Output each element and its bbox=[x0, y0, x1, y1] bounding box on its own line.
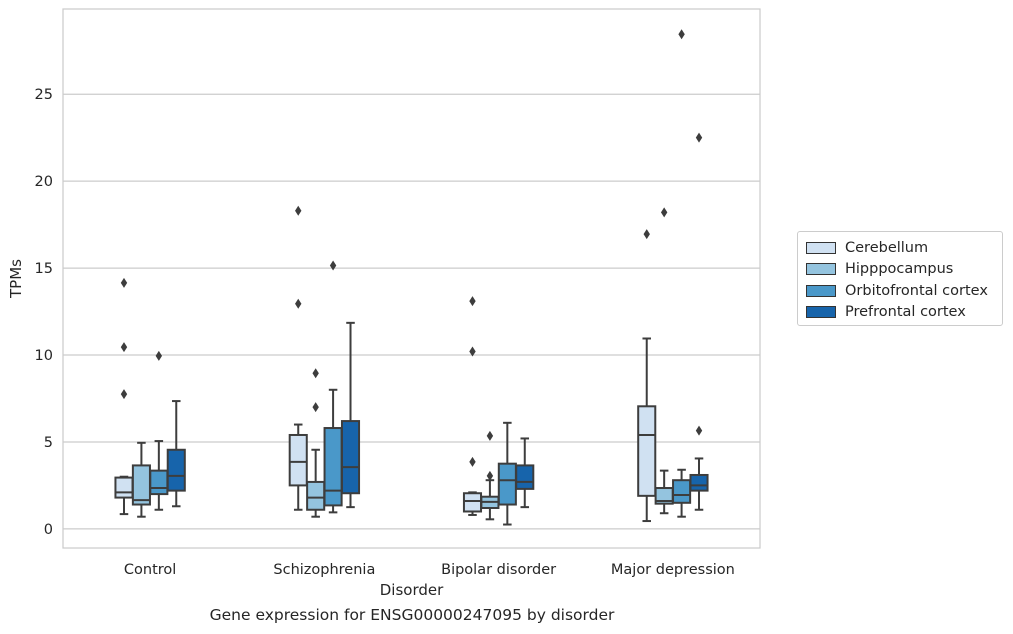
outlier-point bbox=[660, 207, 668, 218]
box bbox=[323, 427, 343, 507]
outlier-point bbox=[469, 296, 476, 307]
box-group bbox=[515, 437, 535, 509]
box bbox=[672, 479, 692, 504]
box bbox=[288, 433, 308, 487]
outlier-point bbox=[678, 29, 685, 40]
gridlines bbox=[63, 93, 760, 530]
legend-label: Cerebellum bbox=[845, 239, 929, 256]
outlier-point bbox=[695, 132, 703, 143]
y-tick-label: 25 bbox=[35, 87, 53, 103]
plot-border bbox=[62, 8, 761, 549]
legend-swatch bbox=[806, 263, 836, 276]
y-tick-label: 5 bbox=[44, 435, 53, 451]
outlier-point bbox=[469, 346, 476, 357]
box bbox=[306, 480, 326, 511]
outlier-point bbox=[295, 298, 302, 309]
box-group bbox=[114, 277, 134, 516]
outlier-point bbox=[312, 368, 319, 379]
box bbox=[637, 405, 657, 497]
legend-item-hippocampus: Hipppocampus bbox=[806, 259, 1002, 281]
y-tick-label: 0 bbox=[44, 522, 53, 538]
box-group bbox=[340, 321, 361, 509]
legend-label: Orbitofrontal cortex bbox=[845, 282, 988, 299]
legend: Cerebellum Hipppocampus Orbitofrontal co… bbox=[797, 231, 1003, 326]
tick-labels: 0 5 10 15 20 25 Control Schizophrenia Bipolar di… bbox=[35, 87, 735, 578]
x-axis-label: Disorder bbox=[380, 581, 444, 599]
legend-swatch bbox=[806, 306, 836, 319]
outlier-point bbox=[120, 389, 128, 400]
y-tick-label: 20 bbox=[35, 174, 53, 190]
outlier-point bbox=[486, 430, 494, 441]
box-group bbox=[323, 260, 343, 514]
outlier-point bbox=[312, 402, 319, 413]
outlier-point bbox=[469, 456, 476, 467]
x-tick-label: Major depression bbox=[611, 562, 735, 578]
box bbox=[131, 464, 151, 506]
legend-item-orbitofrontal-cortex: Orbitofrontal cortex bbox=[806, 280, 1002, 302]
box bbox=[149, 469, 169, 496]
outlier-point bbox=[329, 260, 337, 271]
box-group bbox=[672, 29, 692, 518]
box-group bbox=[497, 421, 517, 526]
legend-swatch bbox=[806, 284, 836, 297]
legend-item-prefrontal-cortex: Prefrontal cortex bbox=[806, 302, 1002, 324]
outlier-point bbox=[643, 229, 650, 240]
box-group bbox=[462, 296, 483, 516]
box bbox=[515, 464, 535, 490]
outlier-point bbox=[695, 425, 703, 436]
outlier-point bbox=[155, 350, 163, 361]
outlier-point bbox=[295, 205, 302, 216]
box bbox=[166, 448, 186, 492]
boxes-layer bbox=[114, 29, 709, 526]
legend-swatch bbox=[806, 241, 836, 254]
legend-label: Prefrontal cortex bbox=[845, 304, 966, 321]
legend-item-cerebellum: Cerebellum bbox=[806, 237, 1002, 259]
box-group bbox=[166, 400, 186, 508]
x-tick-label: Control bbox=[124, 562, 176, 578]
chart-title: Gene expression for ENSG00000247095 by d… bbox=[209, 606, 615, 624]
outlier-point bbox=[120, 342, 128, 353]
box bbox=[114, 476, 134, 499]
box-group bbox=[637, 229, 657, 523]
box-group bbox=[288, 205, 308, 511]
box bbox=[340, 420, 361, 495]
x-tick-label: Schizophrenia bbox=[273, 562, 375, 578]
box-group bbox=[131, 441, 151, 518]
legend-label: Hipppocampus bbox=[845, 261, 954, 278]
y-axis-label: TPMs bbox=[7, 259, 25, 299]
y-tick-label: 10 bbox=[35, 348, 53, 364]
outlier-point bbox=[120, 277, 128, 288]
x-tick-label: Bipolar disorder bbox=[441, 562, 556, 578]
box-group bbox=[689, 132, 709, 511]
box-group bbox=[306, 368, 326, 518]
y-tick-label: 15 bbox=[35, 261, 53, 277]
box-group bbox=[149, 350, 169, 511]
box bbox=[462, 492, 483, 513]
outlier-point bbox=[486, 470, 494, 481]
box bbox=[497, 462, 517, 506]
box bbox=[689, 473, 709, 492]
